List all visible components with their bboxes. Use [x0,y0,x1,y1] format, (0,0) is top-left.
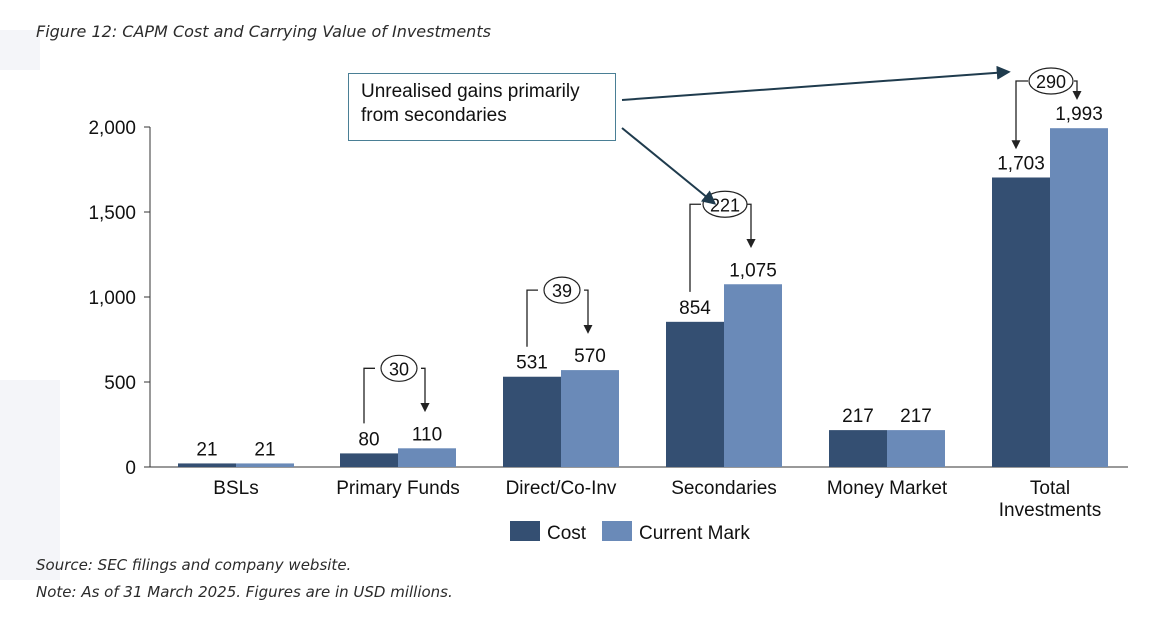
x-tick-label: Total [1030,478,1070,499]
value-label-current-mark-money-market: 217 [900,406,932,427]
bar-current-mark-primary-funds [398,448,456,467]
x-tick-label: Direct/Co-Inv [506,478,617,499]
bar-current-mark-bsls [236,463,294,467]
bar-current-mark-total-investments [1050,128,1108,467]
difference-circle [380,354,418,382]
difference-bracket-left [689,203,701,292]
bar-cost-total-investments [992,177,1050,468]
difference-value: 221 [710,195,740,215]
bars-group [178,128,1108,468]
value-label-cost-direct-co-inv: 531 [516,353,548,374]
callout-arrow-to-secondaries [621,127,717,205]
y-tick-label: 2,000 [88,118,136,139]
difference-value: 30 [389,359,409,379]
legend-swatch-current-mark [602,521,632,541]
bar-cost-bsls [178,463,236,467]
y-tick-label: 1,000 [88,288,136,309]
legend-label-cost: Cost [547,523,587,544]
annotation-text-line-1: Unrealised gains primarily [361,81,580,102]
background-shape [0,30,40,70]
x-tick-label: Money Market [827,478,948,499]
difference-annotation-primary-funds: 30 [363,354,430,424]
callout-arrow-to-total [621,65,1011,101]
value-label-cost-total-investments: 1,703 [997,153,1045,174]
x-tick-label: BSLs [213,478,258,499]
y-tick-label: 1,500 [88,203,136,224]
x-tick-label: Primary Funds [336,478,460,499]
y-tick-label: 500 [104,373,136,394]
value-label-cost-money-market: 217 [842,406,874,427]
bar-cost-primary-funds [340,453,398,467]
legend-label-current-mark: Current Mark [639,523,750,544]
x-tick-label: Investments [999,500,1101,521]
difference-value: 290 [1036,72,1066,92]
x-tick-label: Secondaries [671,478,777,499]
value-label-current-mark-direct-co-inv: 570 [574,346,606,367]
figure-title: Figure 12: CAPM Cost and Carrying Value … [36,22,491,41]
difference-annotation-direct-co-inv: 39 [526,276,593,347]
difference-circle [543,276,581,304]
legend: Cost Current Mark [510,521,750,544]
annotation-callout-box: Unrealised gains primarily from secondar… [348,73,616,141]
value-label-current-mark-bsls: 21 [254,439,275,460]
difference-bracket-left [363,367,375,424]
background-shape [0,380,60,580]
x-labels-group: BSLs Primary Funds Direct/Co-Inv Secondarie… [213,478,1101,521]
bar-current-mark-secondaries [724,284,782,467]
value-labels-group: 21 21 80 110 531 570 854 1,075 217 217 1,703 1,993 [196,104,1102,460]
difference-bracket-left [1011,80,1028,150]
value-label-cost-bsls: 21 [196,439,217,460]
callout-arrows [621,65,1011,205]
y-tick-label: 0 [125,458,136,479]
annotation-text-line-2: from secondaries [361,105,507,126]
difference-annotation-total-investments: 290 [1011,67,1082,150]
difference-bracket-right [1072,80,1082,101]
difference-bracket-right [583,289,593,334]
value-label-cost-primary-funds: 80 [358,429,379,450]
difference-bracket-right [746,203,756,249]
difference-circle [1028,67,1074,95]
y-axis: 0 500 1,000 1,500 2,000 [88,118,1128,479]
difference-value: 39 [552,281,572,301]
bar-cost-money-market [829,430,887,467]
difference-bracket-left [526,289,538,347]
value-label-current-mark-secondaries: 1,075 [729,260,777,281]
bar-cost-secondaries [666,321,724,467]
bar-current-mark-direct-co-inv [561,370,619,467]
difference-bracket-right [420,367,430,413]
source-note: Source: SEC filings and company website. [36,556,352,574]
legend-swatch-cost [510,521,540,541]
bar-current-mark-money-market [887,430,945,467]
value-label-current-mark-total-investments: 1,993 [1055,104,1103,125]
figure-note: Note: As of 31 March 2025. Figures are i… [36,583,453,601]
value-label-current-mark-primary-funds: 110 [412,424,442,445]
bar-cost-direct-co-inv [503,376,561,467]
value-label-cost-secondaries: 854 [679,298,711,319]
